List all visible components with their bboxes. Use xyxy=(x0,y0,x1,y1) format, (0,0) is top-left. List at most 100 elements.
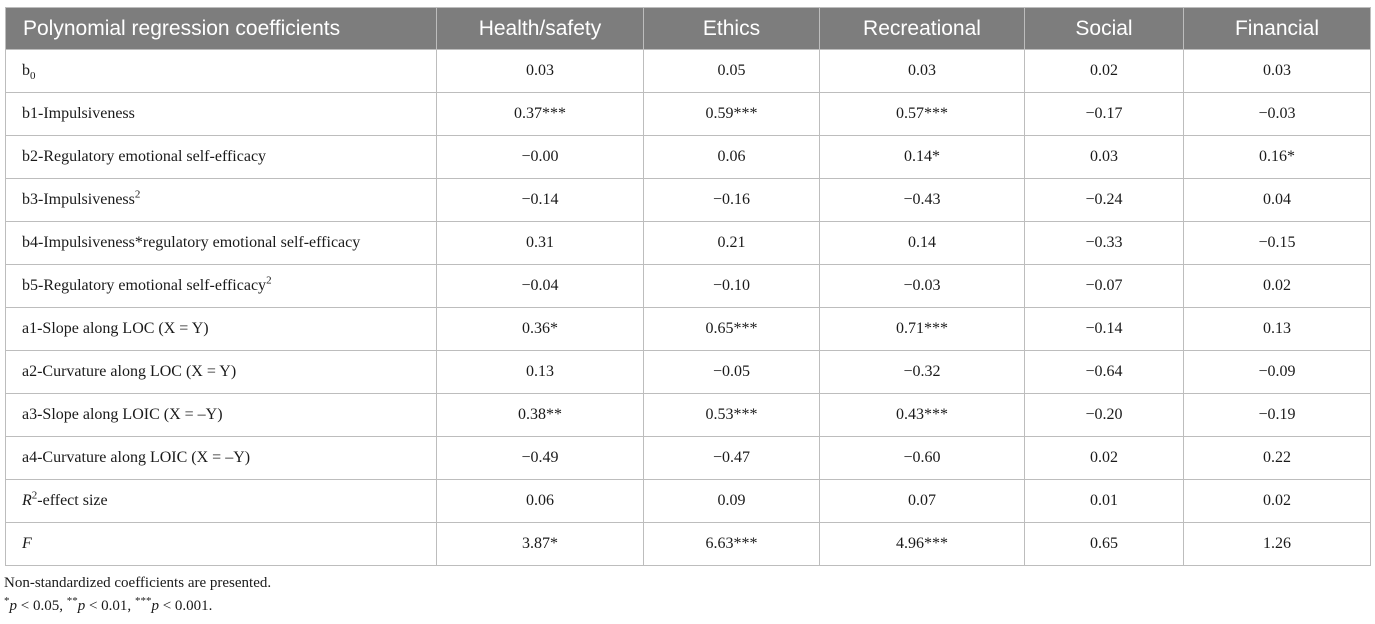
significance-legend: *p < 0.05, **p < 0.01, ***p < 0.001. xyxy=(4,595,213,615)
table-cell: 3.87* xyxy=(436,522,644,566)
table-cell: 0.16* xyxy=(1183,135,1371,179)
table-cell: −0.15 xyxy=(1183,221,1371,265)
table-cell: 0.43*** xyxy=(819,393,1025,437)
column-header: Ethics xyxy=(643,7,820,50)
row-label-text: -effect size xyxy=(37,492,108,509)
table-cell: 0.13 xyxy=(436,350,644,394)
table-row: a1-Slope along LOC (X = Y) 0.36* 0.65*** 0.… xyxy=(5,307,1371,351)
table-row: a2-Curvature along LOC (X = Y) 0.13 −0.05−… xyxy=(5,350,1371,394)
row-label-text: b3-Impulsiveness xyxy=(22,191,135,208)
table-cell: 0.02 xyxy=(1024,49,1184,93)
row-label-text: b4-Impulsiveness*regulatory emotional se… xyxy=(22,234,361,251)
table-cell: 0.65 xyxy=(1024,522,1184,566)
table-row: b0 0.03 0.05 0.03 0.02 0.03 xyxy=(5,49,1371,93)
table-cell: 6.63*** xyxy=(643,522,820,566)
table-cell: 0.14* xyxy=(819,135,1025,179)
row-label-superscript: 2 xyxy=(266,274,272,287)
table-cell: 0.07 xyxy=(819,479,1025,523)
row-label: b1-Impulsiveness xyxy=(5,92,437,136)
table-cell: −0.07 xyxy=(1024,264,1184,308)
table-cell: 4.96*** xyxy=(819,522,1025,566)
table-cell: 0.59*** xyxy=(643,92,820,136)
table-cell: 0.09 xyxy=(643,479,820,523)
row-label-text: b xyxy=(22,62,30,79)
table-cell: 0.36* xyxy=(436,307,644,351)
table-cell: 0.03 xyxy=(1183,49,1371,93)
table-row: b3-Impulsiveness2 −0.14 −0.16 −0.43 −0.24 0.0… xyxy=(5,178,1371,222)
column-header: Recreational xyxy=(819,7,1025,50)
table-cell: 0.04 xyxy=(1183,178,1371,222)
table-cell: 0.21 xyxy=(643,221,820,265)
table-cell: 0.14 xyxy=(819,221,1025,265)
row-label-text: a2-Curvature along LOC (X = Y) xyxy=(22,363,237,380)
table-cell: −0.49 xyxy=(436,436,644,480)
table-footnote: Non-standardized coefficients are presen… xyxy=(4,575,272,591)
table-row: R2-effect size 0.06 0.09 0.07 0.01 0.02 xyxy=(5,479,1371,523)
table-cell: −0.05 xyxy=(643,350,820,394)
row-label: b3-Impulsiveness2 xyxy=(5,178,437,222)
row-label: F xyxy=(5,522,437,566)
table-cell: 0.06 xyxy=(643,135,820,179)
row-label-text: b1-Impulsiveness xyxy=(22,105,135,122)
table-cell: −0.33 xyxy=(1024,221,1184,265)
table-cell: 0.02 xyxy=(1183,479,1371,523)
row-label-symbol: R xyxy=(22,492,32,509)
row-label: R2-effect size xyxy=(5,479,437,523)
row-label: a1-Slope along LOC (X = Y) xyxy=(5,307,437,351)
table-row: b5-Regulatory emotional self-efficacy2 −0… xyxy=(5,264,1371,308)
row-label-superscript: 2 xyxy=(31,489,38,502)
table-cell: −0.14 xyxy=(1024,307,1184,351)
table-cell: −0.09 xyxy=(1183,350,1371,394)
table-cell: 1.26 xyxy=(1183,522,1371,566)
table-cell: 0.06 xyxy=(436,479,644,523)
table-cell: 0.03 xyxy=(819,49,1025,93)
row-label-text: b5-Regulatory emotional self-efficacy xyxy=(22,277,267,294)
table-cell: 0.22 xyxy=(1183,436,1371,480)
table-cell: −0.10 xyxy=(643,264,820,308)
column-header: Polynomial regression coefficients xyxy=(5,7,437,50)
table-cell: 0.02 xyxy=(1183,264,1371,308)
row-label: b4-Impulsiveness*regulatory emotional se… xyxy=(5,221,437,265)
table-cell: −0.04 xyxy=(436,264,644,308)
table-cell: 0.01 xyxy=(1024,479,1184,523)
table-cell: 0.65*** xyxy=(643,307,820,351)
row-label: a4-Curvature along LOIC (X = –Y) xyxy=(5,436,437,480)
table-cell: 0.02 xyxy=(1024,436,1184,480)
table-cell: 0.05 xyxy=(643,49,820,93)
table-cell: −0.20 xyxy=(1024,393,1184,437)
table-cell: 0.13 xyxy=(1183,307,1371,351)
table-cell: −0.60 xyxy=(819,436,1025,480)
table-cell: −0.03 xyxy=(819,264,1025,308)
table-row: b4-Impulsiveness*regulatory emotional se… xyxy=(5,221,1371,265)
row-label-text: a4-Curvature along LOIC (X = –Y) xyxy=(22,449,251,466)
row-label-superscript: 2 xyxy=(134,188,141,201)
row-label-text: b2-Regulatory emotional self-efficacy xyxy=(22,148,267,165)
table-row: F 3.87* 6.63*** 4.96*** 0.65 1.26 xyxy=(5,522,1371,566)
table-cell: 0.37*** xyxy=(436,92,644,136)
table-cell: −0.17 xyxy=(1024,92,1184,136)
table-cell: 0.57*** xyxy=(819,92,1025,136)
row-label-text: a3-Slope along LOIC (X = –Y) xyxy=(22,406,223,423)
row-label: a3-Slope along LOIC (X = –Y) xyxy=(5,393,437,437)
table-row: a4-Curvature along LOIC (X = –Y) −0.49 −0.… xyxy=(5,436,1371,480)
table-cell: 0.53*** xyxy=(643,393,820,437)
row-label-subscript: 0 xyxy=(30,70,36,83)
table-row: b2-Regulatory emotional self-efficacy −0.… xyxy=(5,135,1371,179)
column-header: Health/safety xyxy=(436,7,644,50)
table-cell: 0.38** xyxy=(436,393,644,437)
row-label: b5-Regulatory emotional self-efficacy2 xyxy=(5,264,437,308)
table-cell: −0.64 xyxy=(1024,350,1184,394)
row-label: b0 xyxy=(5,49,437,93)
table-cell: 0.71*** xyxy=(819,307,1025,351)
row-label-symbol: F xyxy=(22,535,32,552)
row-label: a2-Curvature along LOC (X = Y) xyxy=(5,350,437,394)
table-cell: 0.31 xyxy=(436,221,644,265)
table-cell: −0.16 xyxy=(643,178,820,222)
column-header: Financial xyxy=(1183,7,1371,50)
table-row: b1-Impulsiveness 0.37*** 0.59*** 0.57*** −0.… xyxy=(5,92,1371,136)
table-cell: −0.32 xyxy=(819,350,1025,394)
table-cell: −0.24 xyxy=(1024,178,1184,222)
table-cell: −0.14 xyxy=(436,178,644,222)
table-cell: 0.03 xyxy=(1024,135,1184,179)
header-row: Polynomial regression coefficients Healt… xyxy=(5,7,1371,50)
